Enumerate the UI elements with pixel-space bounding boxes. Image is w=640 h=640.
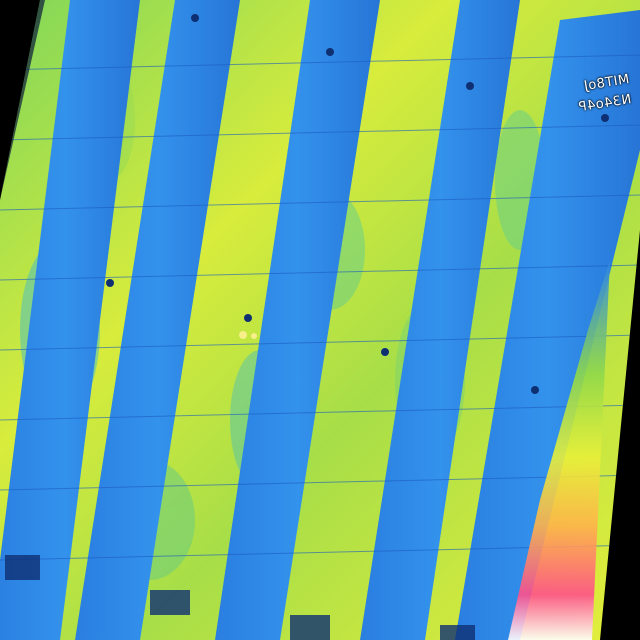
panel-row: [0, 0, 140, 640]
panel-mounts: [5, 14, 609, 640]
hotspot: [239, 331, 257, 339]
panel-row: [455, 10, 640, 640]
panel-row: [360, 0, 520, 640]
thermal-color-scale-icon: [508, 260, 610, 640]
panel-row: [75, 0, 240, 640]
panel-row: [215, 0, 380, 640]
